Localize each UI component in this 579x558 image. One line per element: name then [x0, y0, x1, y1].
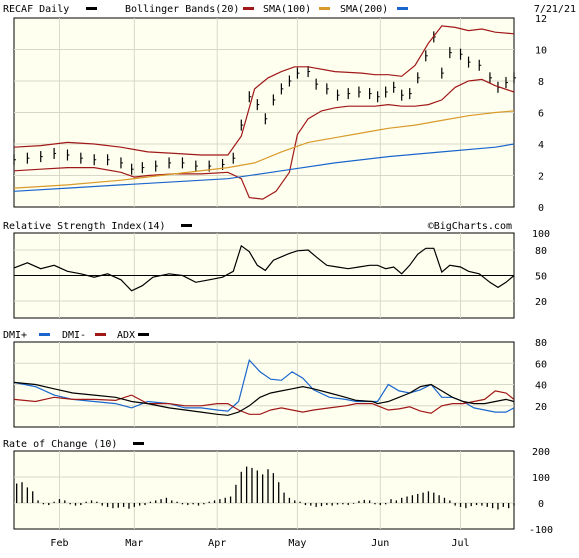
rsi-title: Relative Strength Index(14): [3, 221, 166, 232]
legend-bollinger-label: Bollinger Bands(20): [125, 4, 239, 15]
dmi-y-tick-label: 20: [535, 402, 547, 413]
rsi-y-tick-label: 100: [532, 229, 550, 240]
roc-title: Rate of Change (10): [3, 439, 117, 450]
dmi-minus-label: DMI-: [62, 330, 86, 341]
price-panel: 0 2 4 6 8 10 12: [13, 14, 547, 214]
chart-title: RECAF Daily: [3, 4, 69, 15]
x-tick-label: Apr: [208, 538, 226, 549]
adx-label: ADX: [117, 330, 135, 341]
rsi-y-tick-label: 50: [535, 272, 547, 283]
price-y-tick-label: 6: [538, 109, 544, 120]
rsi-panel: 20 50 80 100: [13, 229, 550, 319]
price-y-tick-label: 12: [535, 14, 547, 25]
dmi-minus-swatch: [95, 333, 106, 336]
roc-y-tick-label: 0: [538, 499, 544, 510]
bollinger-lower-line: [13, 78, 515, 200]
roc-y-tick-label: -100: [529, 525, 553, 536]
roc-plot-area: [13, 450, 515, 530]
roc-y-tick-label: 100: [532, 473, 550, 484]
adx-swatch: [138, 333, 149, 336]
dmi-y-tick-label: 60: [535, 359, 547, 370]
watermark: ©BigCharts.com: [428, 221, 512, 232]
bollinger-upper-line: [13, 25, 515, 156]
chart-date: 7/21/21: [534, 4, 576, 15]
price-y-tick-label: 10: [535, 46, 547, 57]
sma-100-line: [13, 110, 515, 189]
adx-line: [13, 381, 515, 416]
price-y-tick-label: 0: [538, 203, 544, 214]
x-tick-label: Mar: [125, 538, 143, 549]
roc-y-tick-label: 200: [532, 447, 550, 458]
dmi-plus-swatch: [39, 333, 50, 336]
rsi-line: [13, 244, 515, 292]
dmi-y-tick-label: 80: [535, 338, 547, 349]
price-legend-swatch: [86, 7, 97, 10]
sma-200-line: [13, 143, 515, 192]
rsi-legend-swatch: [181, 224, 192, 227]
roc-panel: -100 0 100 200: [13, 447, 553, 536]
dmi-panel: 20 40 60 80: [13, 338, 547, 428]
dmi-y-tick-label: 40: [535, 381, 547, 392]
rsi-y-tick-label: 20: [535, 297, 547, 308]
price-y-tick-label: 2: [538, 172, 544, 183]
legend-bollinger-swatch: [243, 7, 254, 10]
x-tick-label: May: [288, 538, 306, 549]
price-y-tick-label: 4: [538, 140, 544, 151]
legend-sma100-label: SMA(100): [263, 4, 311, 15]
dmi-plus-line: [13, 358, 515, 413]
symbol-text: RECAF: [3, 4, 33, 15]
x-tick-label: Jul: [451, 538, 469, 549]
legend-sma200-label: SMA(200): [340, 4, 388, 15]
interval-text: Daily: [39, 4, 69, 15]
dmi-minus-line: [13, 390, 515, 415]
x-axis: Feb Mar Apr May Jun Jul: [50, 538, 469, 549]
legend-sma100-swatch: [319, 7, 330, 10]
price-y-tick-label: 8: [538, 77, 544, 88]
x-tick-label: Jun: [371, 538, 389, 549]
rsi-y-tick-label: 80: [535, 246, 547, 257]
dmi-plus-label: DMI+: [3, 330, 27, 341]
legend-sma200-swatch: [397, 7, 408, 10]
roc-legend-swatch: [133, 442, 144, 445]
x-tick-label: Feb: [50, 538, 68, 549]
